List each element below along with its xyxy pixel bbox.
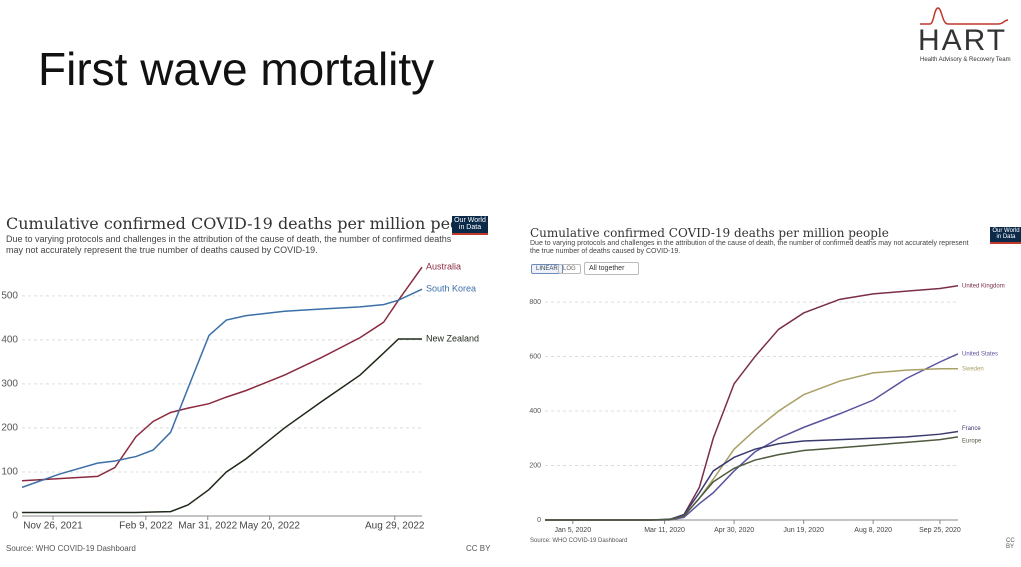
series-label: Sweden [962,366,984,372]
license: CC BY [1006,538,1015,550]
chart-subtitle: Due to varying protocols and challenges … [6,234,452,255]
x-tick-label: Feb 9, 2022 [119,521,173,532]
series-label: Europe [962,438,982,444]
y-tick-label: 400 [1,335,18,346]
chart-title: Cumulative confirmed COVID-19 deaths per… [6,214,485,233]
series-label: United Kingdom [962,283,1005,289]
series-line [545,436,959,521]
series-line [22,338,422,514]
x-tick-label: Sep 25, 2020 [919,527,961,534]
series-line [545,430,959,521]
y-tick-label: 400 [529,408,541,415]
x-tick-label: Nov 26, 2021 [23,521,83,532]
chart-title: Cumulative confirmed COVID-19 deaths per… [530,226,889,240]
scale-button[interactable]: LINEAR [531,264,563,274]
y-tick-label: 100 [1,467,18,478]
y-tick-label: 200 [1,423,18,434]
source: Source: WHO COVID-19 Dashboard [6,544,136,553]
y-tick-label: 200 [529,462,541,469]
y-tick-label: 800 [529,299,541,306]
x-tick-label: May 20, 2022 [239,521,300,532]
y-tick-label: 0 [12,511,18,522]
x-tick-label: Jun 19, 2020 [783,527,824,534]
y-tick-label: 300 [1,379,18,390]
slide-title: First wave mortality [38,43,435,95]
owid-badge: Our World in Data [990,227,1021,244]
logo: HART [918,24,1008,57]
series-label: South Korea [426,284,476,294]
series-line [21,288,423,489]
series-label: Australia [426,262,461,272]
x-tick-label: Mar 31, 2022 [178,521,237,532]
series-label: New Zealand [426,333,479,343]
series-line [545,284,959,521]
x-tick-label: Mar 11, 2020 [644,527,685,534]
y-tick-label: 500 [1,290,18,301]
owid-badge: Our World in Data [452,216,488,235]
series-label: United States [962,351,998,357]
scale-button[interactable]: LOG [558,264,581,274]
source: Source: WHO COVID-19 Dashboard [530,538,628,544]
logo-curve [920,7,1009,25]
x-tick-label: Apr 30, 2020 [714,527,754,534]
chart-subtitle: Due to varying protocols and challenges … [530,240,969,256]
series-line [545,368,958,521]
dropdown[interactable]: All together [584,262,640,275]
license: CC BY [466,544,491,553]
logo-subtitle: Health Advisory & Recovery Team [920,57,1011,63]
y-tick-label: 600 [529,353,541,360]
x-tick-label: Jan 5, 2020 [555,527,592,534]
x-tick-label: Aug 29, 2022 [365,521,425,532]
x-tick-label: Aug 8, 2020 [854,527,892,534]
series-label: France [962,426,981,432]
y-tick-label: 0 [537,517,541,524]
series-line [21,266,423,482]
